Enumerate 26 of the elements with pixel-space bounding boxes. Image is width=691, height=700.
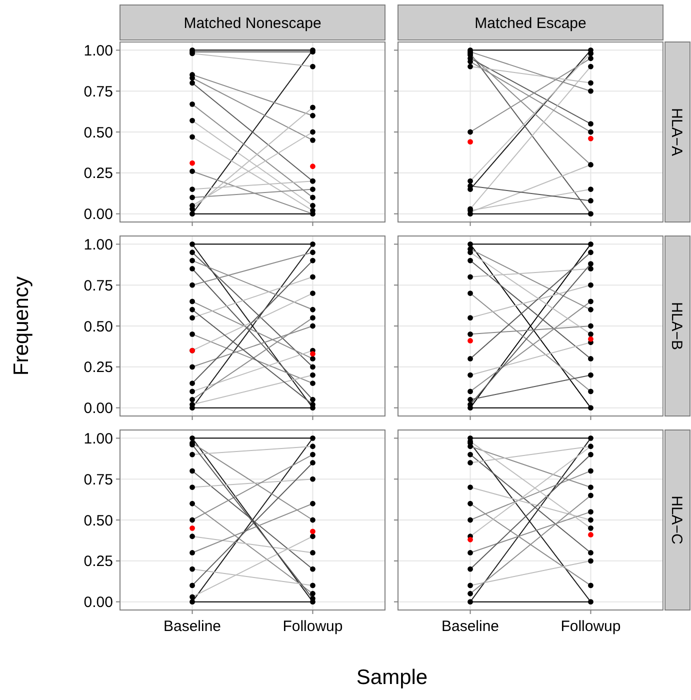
y-tick-label: 0.50 bbox=[84, 512, 113, 530]
x-axis-title: Sample bbox=[356, 666, 428, 689]
y-tick-label: 0.25 bbox=[84, 165, 113, 182]
x-tick-label: Baseline bbox=[442, 618, 500, 635]
y-tick-label: 1.00 bbox=[84, 42, 113, 60]
x-tick-label: Followup bbox=[282, 618, 343, 635]
y-tick-label: 1.00 bbox=[84, 236, 113, 254]
x-tick-label: Baseline bbox=[164, 618, 222, 635]
y-tick-label: 0.50 bbox=[84, 124, 113, 142]
text: HLA−A bbox=[668, 108, 685, 156]
y-tick-label: 0.75 bbox=[84, 83, 113, 100]
y-tick-label: 0.00 bbox=[84, 400, 113, 418]
x-tick-label: Followup bbox=[560, 618, 621, 635]
y-tick-label: 0.50 bbox=[84, 318, 113, 336]
y-tick-label: 0.75 bbox=[84, 277, 113, 294]
text: HLA−C bbox=[668, 496, 685, 545]
y-tick-label: 0.25 bbox=[84, 359, 113, 376]
y-axis-title: Frequency bbox=[10, 276, 33, 376]
y-tick-label: 0.00 bbox=[84, 594, 113, 612]
y-tick-label: 0.75 bbox=[84, 471, 113, 488]
text: HLA−B bbox=[668, 302, 685, 350]
y-tick-label: 0.00 bbox=[84, 206, 113, 224]
y-tick-label: 1.00 bbox=[84, 430, 113, 448]
chart-title: Matched Nonescape bbox=[184, 14, 322, 32]
chart-title: Matched Escape bbox=[474, 14, 586, 32]
y-tick-label: 0.25 bbox=[84, 553, 113, 570]
